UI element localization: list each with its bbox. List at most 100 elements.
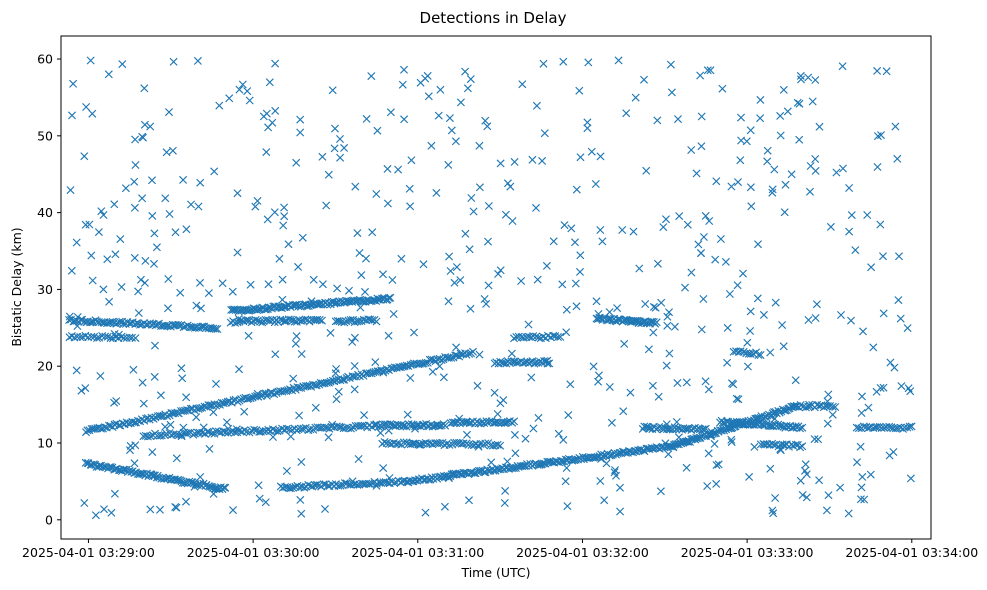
data-point: [270, 390, 279, 399]
data-point: [769, 509, 778, 518]
data-point: [361, 369, 371, 378]
data-point: [157, 431, 166, 440]
data-point: [255, 494, 264, 503]
data-point: [348, 337, 357, 346]
data-point: [701, 377, 710, 386]
data-point: [836, 310, 846, 320]
data-point: [779, 85, 788, 94]
data-point: [456, 276, 465, 285]
data-point: [906, 387, 915, 396]
data-point: [355, 317, 364, 326]
data-point: [195, 278, 205, 287]
data-point: [386, 293, 395, 302]
data-point: [873, 162, 882, 172]
data-point: [101, 332, 110, 341]
data-point: [692, 169, 701, 178]
data-point: [696, 249, 706, 258]
data-point: [88, 276, 97, 285]
data-point: [384, 294, 394, 303]
data-point: [815, 401, 824, 410]
data-point: [150, 341, 160, 350]
data-point: [276, 315, 285, 324]
data-point: [151, 413, 160, 422]
data-point: [149, 259, 159, 268]
plot-area-frame: [60, 35, 932, 540]
data-point: [796, 476, 805, 485]
data-point: [852, 458, 862, 467]
data-point: [770, 165, 779, 174]
data-point: [662, 361, 671, 370]
data-point: [207, 429, 216, 438]
data-point: [131, 160, 140, 170]
data-point: [718, 84, 727, 93]
data-point: [663, 321, 672, 330]
data-point: [77, 386, 86, 395]
data-point: [812, 300, 821, 309]
data-point: [768, 506, 777, 515]
data-point: [346, 315, 355, 325]
data-point: [768, 185, 777, 194]
data-point: [570, 238, 580, 247]
data-point: [532, 101, 541, 110]
data-point: [838, 164, 848, 173]
data-point: [596, 225, 605, 235]
data-point: [750, 420, 759, 429]
data-point: [253, 196, 262, 205]
data-point: [682, 378, 691, 387]
data-point: [434, 111, 443, 120]
data-point: [857, 392, 867, 401]
data-point: [475, 183, 484, 192]
data-point: [506, 182, 515, 191]
data-point: [796, 424, 805, 433]
data-point: [143, 432, 152, 441]
data-point: [282, 466, 291, 476]
data-point: [766, 422, 775, 431]
data-point: [447, 353, 456, 362]
data-point: [723, 323, 732, 332]
data-point: [562, 305, 571, 314]
data-point: [259, 112, 268, 121]
data-point: [193, 56, 202, 65]
data-point: [383, 164, 392, 173]
data-point: [140, 84, 149, 93]
data-point: [87, 251, 96, 260]
data-point: [129, 365, 138, 374]
data-point: [896, 314, 905, 323]
data-point: [539, 59, 548, 68]
data-point: [475, 350, 484, 359]
data-point: [864, 403, 873, 412]
data-point: [693, 434, 702, 443]
data-point: [462, 350, 471, 359]
data-point: [260, 305, 269, 314]
data-point: [169, 57, 178, 66]
data-point: [882, 67, 891, 76]
data-point: [873, 66, 882, 75]
data-point: [335, 134, 345, 144]
data-point: [330, 124, 340, 133]
data-point: [366, 480, 375, 489]
data-point: [375, 295, 384, 304]
data-point: [82, 102, 91, 112]
data-point: [682, 463, 691, 472]
data-point: [332, 364, 341, 374]
data-point: [156, 391, 165, 400]
data-point: [428, 367, 437, 376]
data-point: [97, 207, 106, 216]
data-point: [620, 339, 629, 348]
data-point: [342, 479, 351, 488]
data-point: [652, 318, 661, 327]
data-point: [140, 120, 149, 129]
data-point: [876, 383, 885, 393]
data-point: [286, 315, 296, 324]
data-point: [885, 451, 894, 460]
data-point: [409, 328, 419, 337]
data-point: [321, 480, 330, 489]
data-point: [233, 248, 242, 257]
data-point: [763, 146, 772, 155]
data-point: [733, 178, 743, 187]
data-point: [635, 264, 644, 273]
data-point: [312, 381, 321, 390]
data-point: [791, 376, 800, 385]
data-point: [211, 379, 221, 388]
data-point: [205, 482, 215, 491]
